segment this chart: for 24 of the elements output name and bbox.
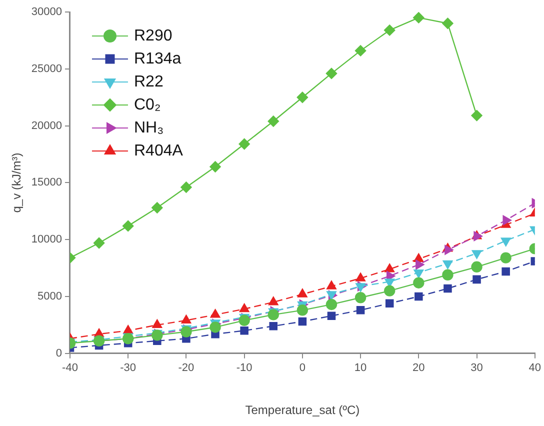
x-tick-label: 10 [354,362,367,374]
y-tick-label: 15000 [31,176,62,189]
legend-label: R134a [134,50,182,68]
legend-label: R290 [134,27,172,44]
x-tick-label: 40 [528,362,542,374]
x-tick-label: -20 [178,362,194,374]
x-tick-label: 30 [470,362,483,374]
y-tick-label: 20000 [31,120,62,132]
x-tick-label: 20 [412,362,425,374]
y-tick-label: 0 [56,347,62,360]
legend-label: C0₂ [134,96,161,114]
x-tick-label: 0 [299,362,306,374]
x-tick-label: -30 [120,362,136,374]
legend-label: R404A [134,142,184,160]
legend-label: NH₃ [134,119,164,136]
y-axis-title: q_v (kJ/m³) [10,152,24,213]
y-tick-label: 30000 [31,6,62,18]
legend-label: R22 [134,73,164,90]
y-tick-label: 25000 [31,62,62,75]
x-axis-title: Temperature_sat (ºC) [245,403,360,418]
x-tick-label: -10 [236,362,252,374]
y-tick-label: 5000 [38,290,62,303]
x-tick-label: -40 [62,362,78,374]
y-tick-label: 10000 [31,234,62,246]
